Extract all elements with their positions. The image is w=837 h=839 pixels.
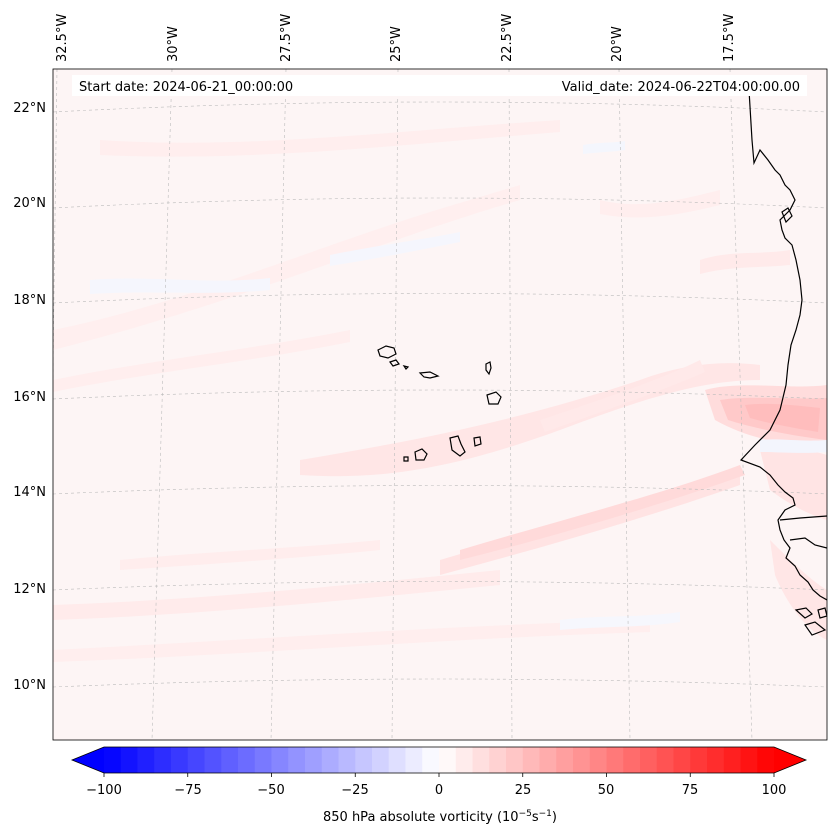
colorbar-cell: [690, 747, 708, 773]
lat-label: 16°N: [13, 390, 46, 405]
colorbar-cell: [623, 747, 641, 773]
graticule: [53, 69, 827, 740]
colorbar-cell: [489, 747, 507, 773]
colorbar-cell: [606, 747, 624, 773]
colorbar-cell: [254, 747, 272, 773]
colorbar-tick-label: −75: [174, 783, 201, 798]
colorbar-extend-min: [72, 747, 104, 773]
colorbar-extend-max: [774, 747, 806, 773]
lon-label: 22.5°W: [500, 14, 515, 62]
lon-label: 32.5°W: [55, 14, 70, 62]
colorbar-cell: [439, 747, 457, 773]
cape-verde-islands: [377, 345, 502, 462]
colorbar-cell: [573, 747, 591, 773]
longitude-labels: 32.5°W 30°W 27.5°W 25°W 22.5°W 20°W 17.5…: [55, 14, 737, 62]
lon-label: 25°W: [389, 26, 404, 62]
island-sao-vicente: [389, 359, 400, 367]
map-frame: [52, 68, 828, 741]
colorbar-cell: [707, 747, 725, 773]
island-boa-vista: [486, 391, 502, 405]
island-sal: [485, 361, 492, 376]
header-strip: [72, 75, 807, 96]
colorbar-cell: [522, 747, 540, 773]
start-date-label: Start date: 2024-06-21_00:00:00: [79, 80, 293, 95]
colorbar-tick-label: 75: [682, 783, 699, 798]
african-coastline: [739, 89, 827, 636]
vorticity-contours: [53, 120, 827, 662]
island-fogo: [414, 448, 428, 461]
colorbar-tick-label: 0: [435, 783, 443, 798]
colorbar-cell: [539, 747, 557, 773]
island-maio: [473, 436, 482, 447]
colorbar-cell: [372, 747, 390, 773]
colorbar-tick-label: 50: [598, 783, 615, 798]
island-santa-luzia: [402, 365, 410, 370]
colorbar-cell: [405, 747, 423, 773]
colorbar-tick-label: −50: [257, 783, 284, 798]
island-santo-antao: [377, 345, 397, 359]
colorbar-cell: [238, 747, 256, 773]
colorbar-cell: [589, 747, 607, 773]
vorticity-background-field: [53, 69, 827, 740]
colorbar: −100 −75 −50 −25 0 25 50 75 100 850 hPa …: [70, 746, 808, 825]
colorbar-tick-label: 100: [762, 783, 787, 798]
lon-label: 20°W: [610, 26, 625, 62]
colorbar-cell: [422, 747, 440, 773]
lat-label: 10°N: [13, 678, 46, 693]
lat-label: 18°N: [13, 293, 46, 308]
latitude-labels: 22°N 20°N 18°N 16°N 14°N 12°N 10°N: [13, 101, 46, 693]
colorbar-cell: [355, 747, 373, 773]
colorbar-tick-label: −100: [86, 783, 122, 798]
colorbar-cell: [656, 747, 674, 773]
colorbar-cell: [154, 747, 172, 773]
island-sao-nicolau: [418, 371, 440, 379]
colorbar-cell: [472, 747, 490, 773]
lon-label: 27.5°W: [279, 14, 294, 62]
colorbar-tick-label: 25: [515, 783, 532, 798]
island-santiago: [449, 435, 466, 457]
island-brava: [403, 456, 409, 462]
colorbar-tick-label: −25: [341, 783, 368, 798]
colorbar-ticks: [103, 773, 775, 777]
colorbar-cell: [104, 747, 122, 773]
colorbar-cells: [72, 747, 806, 773]
lat-label: 20°N: [13, 196, 46, 211]
colorbar-cell: [388, 747, 406, 773]
colorbar-cell: [506, 747, 524, 773]
colorbar-cell: [455, 747, 473, 773]
colorbar-cell: [305, 747, 323, 773]
lat-label: 12°N: [13, 582, 46, 597]
colorbar-cell: [288, 747, 306, 773]
colorbar-cell: [640, 747, 658, 773]
colorbar-cell: [338, 747, 356, 773]
colorbar-cell: [187, 747, 205, 773]
lon-label: 17.5°W: [722, 14, 737, 62]
colorbar-cell: [221, 747, 239, 773]
colorbar-cell: [723, 747, 741, 773]
lat-label: 14°N: [13, 485, 46, 500]
colorbar-cell: [271, 747, 289, 773]
colorbar-cell: [556, 747, 574, 773]
colorbar-cell: [204, 747, 222, 773]
colorbar-cell: [673, 747, 691, 773]
valid-date-label: Valid_date: 2024-06-22T04:00:00.00: [562, 80, 800, 95]
lon-label: 30°W: [166, 26, 181, 62]
colorbar-cell: [740, 747, 758, 773]
colorbar-cell: [137, 747, 155, 773]
colorbar-cell: [757, 747, 775, 773]
colorbar-cell: [321, 747, 339, 773]
colorbar-cell: [171, 747, 189, 773]
colorbar-tick-labels: −100 −75 −50 −25 0 25 50 75 100: [86, 783, 786, 798]
map-panel[interactable]: Start date: 2024-06-21_00:00:00 Valid_da…: [48, 69, 827, 740]
colorbar-cell: [120, 747, 138, 773]
lat-label: 22°N: [13, 101, 46, 116]
colorbar-label: 850 hPa absolute vorticity (10−5s−1): [323, 809, 557, 825]
